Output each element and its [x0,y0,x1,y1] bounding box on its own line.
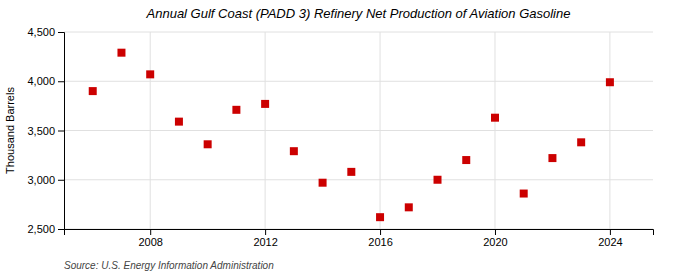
tick: 2024 [598,229,622,248]
tick: 3,500 [27,125,64,137]
tick: 2012 [253,229,277,248]
tick: 2,500 [27,223,64,235]
tick: 2016 [368,229,392,248]
tick-label: 2024 [598,236,622,248]
tick-label: 2012 [253,236,277,248]
point [548,154,556,162]
tick-label: 3,000 [27,174,55,186]
point [146,70,154,78]
grid-line [64,81,653,82]
tick: 2020 [483,229,507,248]
tick-mark [58,229,64,230]
y-axis: 2,500 3,000 3,500 4,000 4,500 [27,26,64,235]
points [89,49,614,221]
tick: 4,000 [27,75,64,87]
tick: 4,500 [27,26,64,38]
tick-mark [58,131,64,132]
point [117,49,125,57]
axis-line [65,230,654,236]
grid-line [150,32,151,229]
x-axis: 2008 2012 2016 2020 2024 [65,229,654,248]
point [319,179,327,187]
grid-line [64,179,653,180]
axis-line [58,33,65,230]
point [520,190,528,198]
source: Source: U.S. Energy Information Administ… [64,260,274,271]
title: Annual Gulf Coast (PADD 3) Refinery Net … [146,6,571,21]
grid-line [609,32,610,229]
y-axis-title: Thousand Barrels [4,87,16,174]
point [175,118,183,126]
tick: 3,000 [27,174,64,186]
point [290,147,298,155]
tick-label: 2020 [483,236,507,248]
point [491,114,499,122]
point [232,106,240,114]
grid-line [64,32,653,33]
point [204,140,212,148]
point [577,138,585,146]
point [261,100,269,108]
point [606,78,614,86]
point [462,156,470,164]
point [405,203,413,211]
grid-line [494,32,495,229]
tick-label: 2016 [368,236,392,248]
tick: 2008 [138,229,162,248]
tick-label: 2008 [138,236,162,248]
tick-mark [495,229,496,235]
tick-mark [150,229,151,235]
chart: 2008 2012 2016 2020 2024 2,500 3,000 3,500 4,000… [0,0,675,275]
tick-label: 4,000 [27,75,55,87]
grid-line [380,32,381,229]
tick-label: 4,500 [27,26,55,38]
tick-mark [610,229,611,235]
tick-mark [58,81,64,82]
tick-label: 2,500 [27,223,55,235]
grid-line [265,32,266,229]
point [347,168,355,176]
grid [64,32,653,229]
point [89,87,97,95]
tick-mark [58,180,64,181]
grid-line [64,130,653,131]
tick-mark [265,229,266,235]
tick-label: 3,500 [27,125,55,137]
tick-mark [58,32,64,33]
point [376,213,384,221]
point [434,176,442,184]
tick-mark [380,229,381,235]
